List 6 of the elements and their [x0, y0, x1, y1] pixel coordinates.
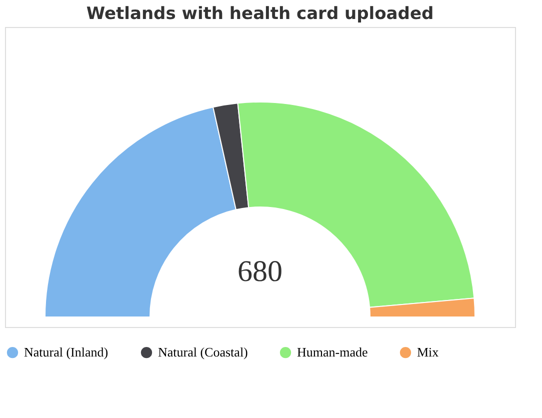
- legend-label: Natural (Inland): [24, 344, 108, 360]
- legend-label: Mix: [417, 344, 440, 360]
- legend-label: Human-made: [297, 344, 368, 360]
- chart-title: Wetlands with health card uploaded: [86, 4, 434, 24]
- legend-label: Natural (Coastal): [158, 344, 248, 360]
- text: 680: [238, 255, 282, 288]
